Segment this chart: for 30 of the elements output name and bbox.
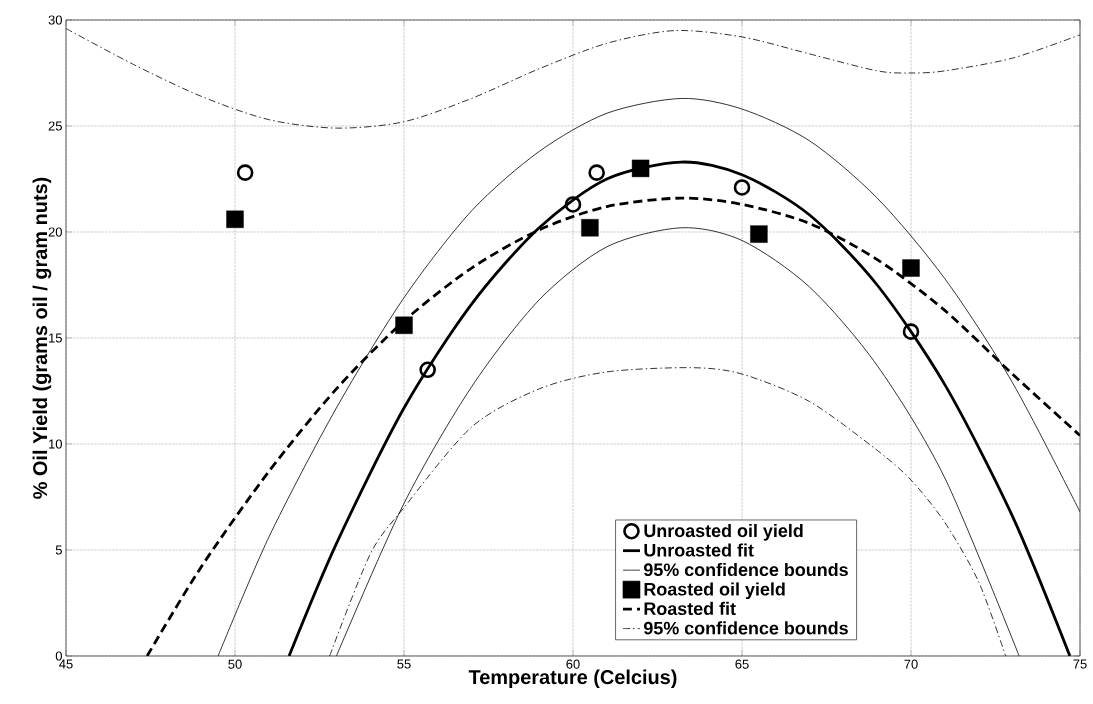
x-tick-label: 50 (228, 659, 242, 669)
y-tick-label: 25 (48, 121, 62, 131)
legend-label: 95% confidence bounds (643, 621, 848, 635)
legend-label: Unroasted oil yield (644, 523, 803, 541)
x-tick-label: 55 (397, 659, 411, 669)
x-tick-label: 65 (735, 659, 749, 669)
point (581, 219, 599, 237)
point (631, 159, 650, 178)
point (750, 225, 768, 243)
y-tick-label: 30 (48, 15, 62, 25)
point (226, 210, 244, 228)
legend-label: Unroasted fit (644, 543, 754, 557)
x-tick-label: 75 (1073, 659, 1087, 669)
x-tick-label: 70 (904, 659, 918, 669)
y-tick-label: 0 (55, 651, 62, 661)
legend-label: 95% confidence bounds (643, 562, 848, 577)
point (902, 259, 920, 277)
x-tick-label: 60 (566, 659, 580, 669)
x-axis-title: Temperature (Celcius) (468, 669, 677, 689)
point (588, 164, 605, 181)
point (733, 179, 751, 196)
point (419, 361, 436, 379)
x-tick-label: 45 (59, 659, 73, 669)
legend-label: Roasted oil yield (644, 582, 785, 600)
legend-label: Roasted fit (644, 601, 736, 616)
y-tick-label: 5 (55, 545, 62, 555)
point (564, 196, 582, 213)
point (236, 164, 254, 181)
point (902, 323, 920, 340)
point (395, 316, 413, 334)
